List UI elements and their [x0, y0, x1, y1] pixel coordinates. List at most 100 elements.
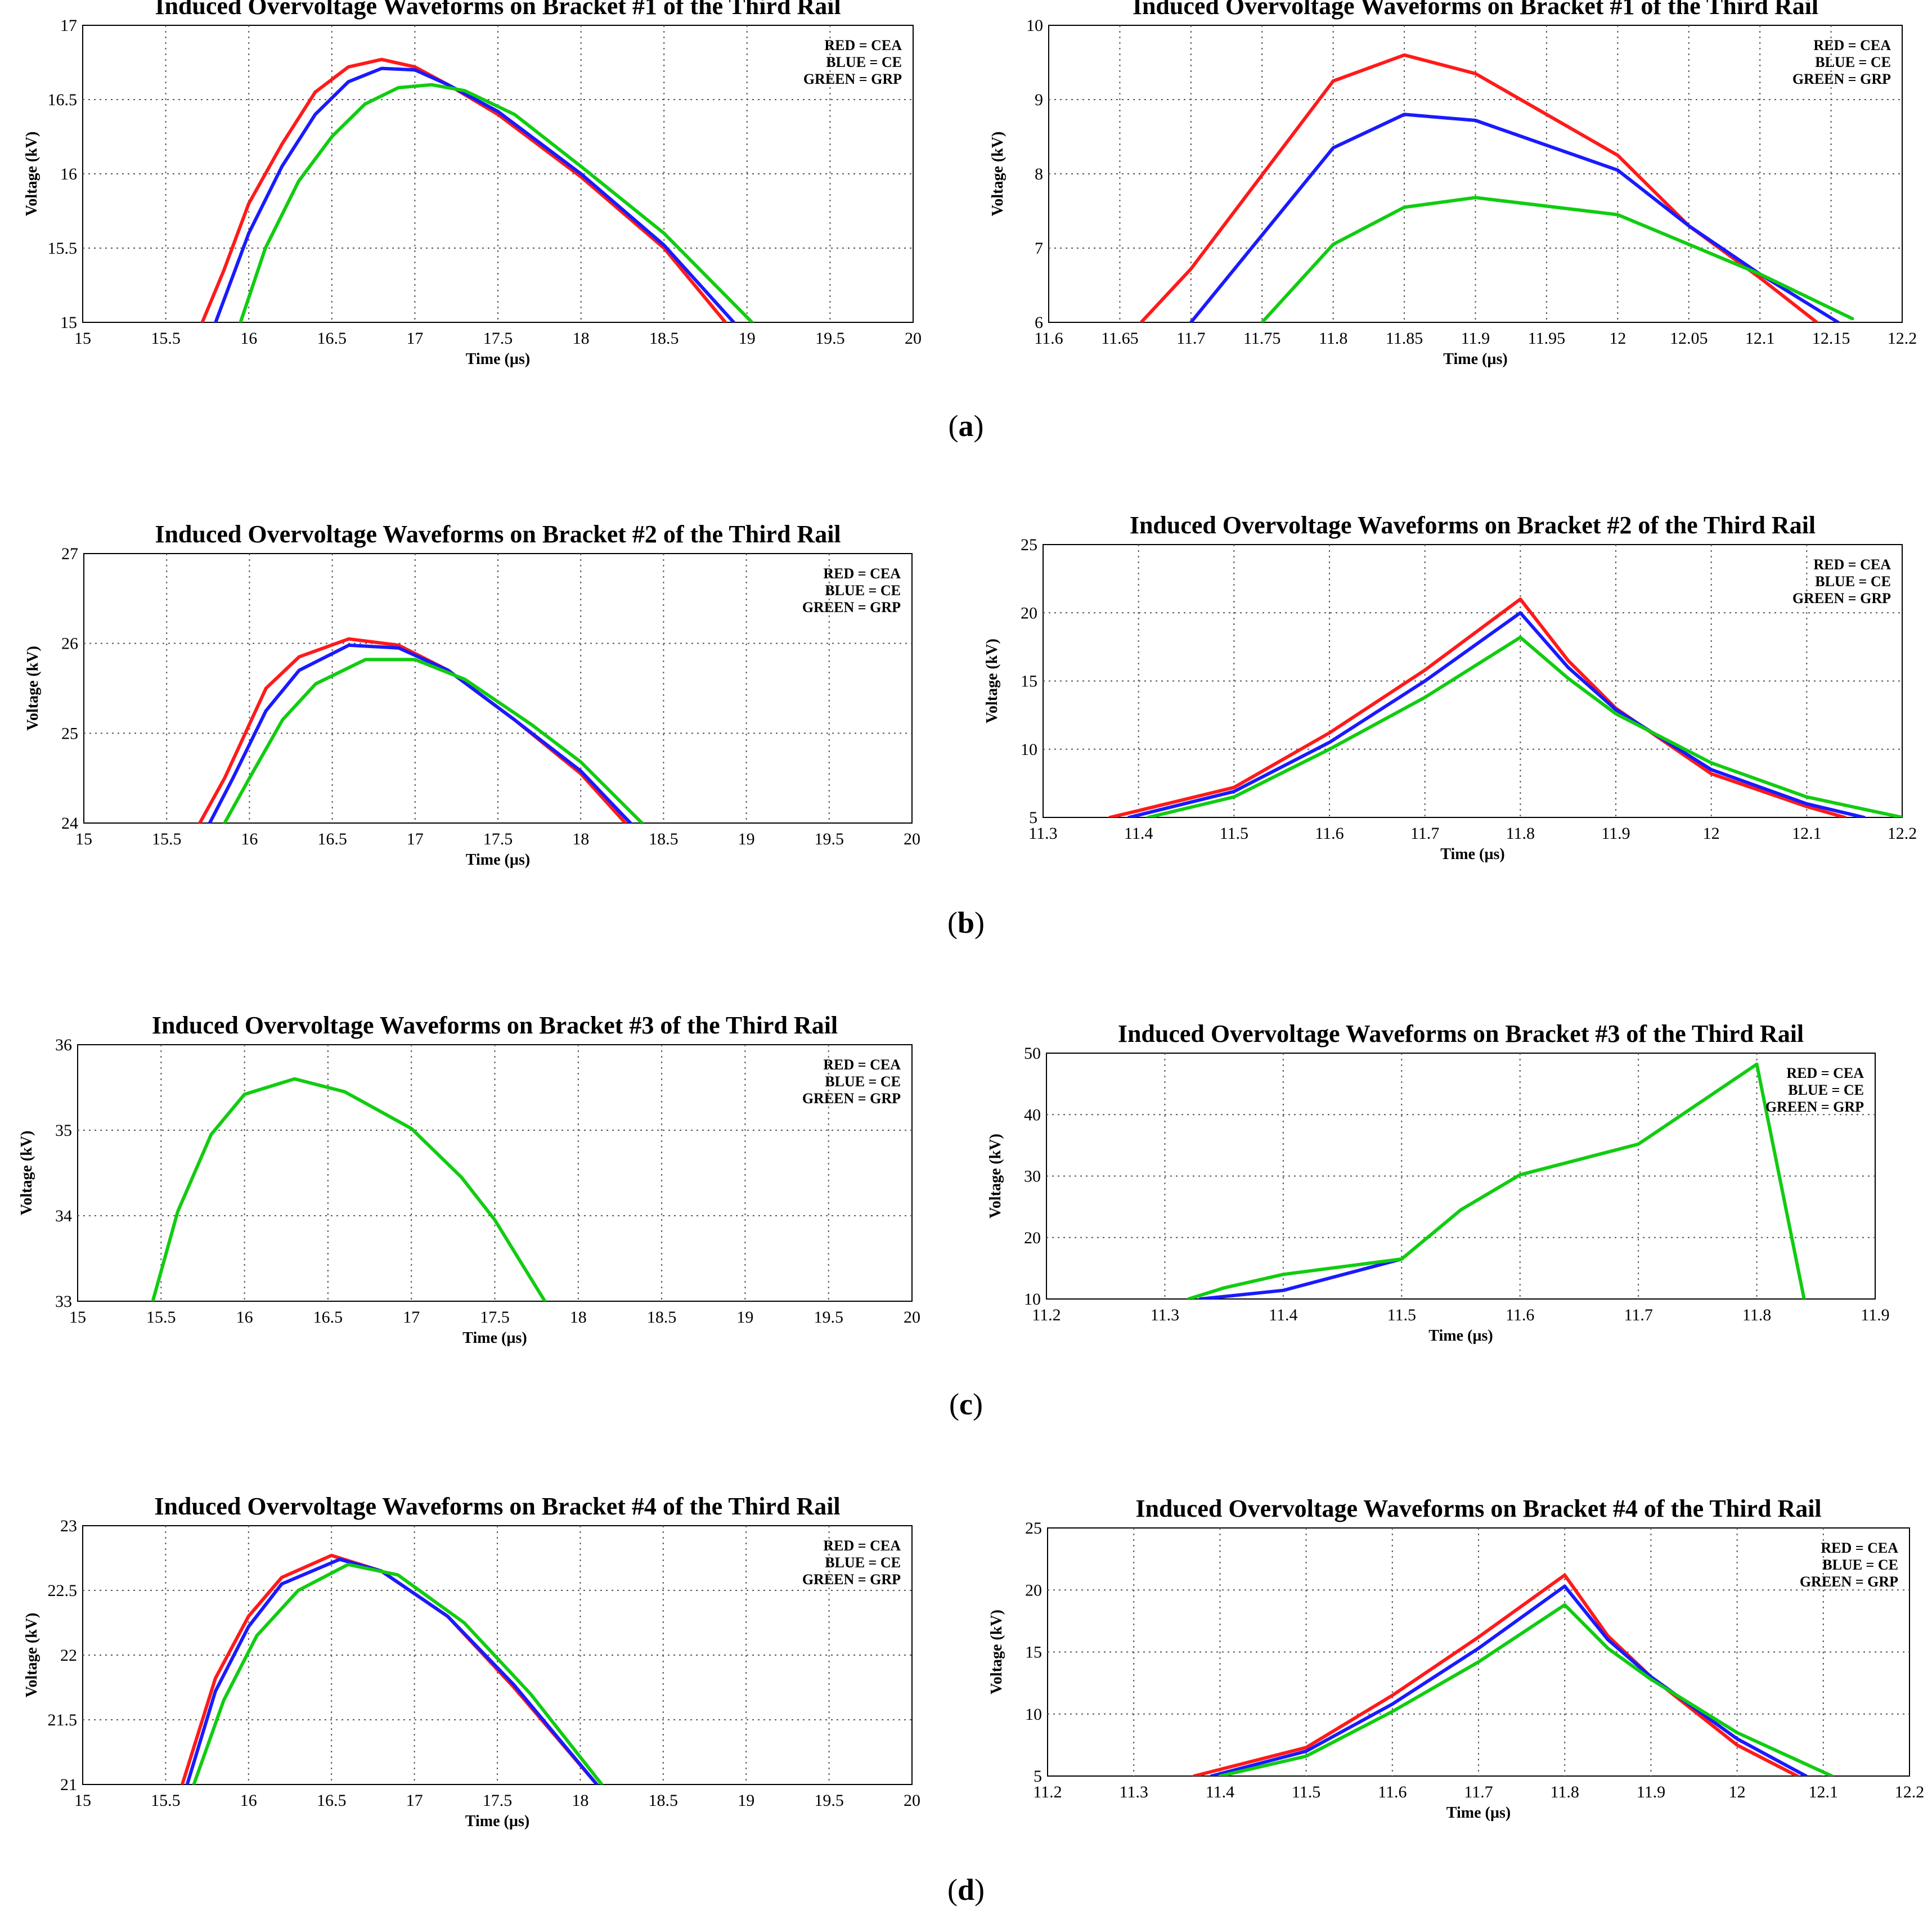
- x-tick-label: 11.65: [1101, 329, 1138, 348]
- x-axis-label: Time (µs): [1440, 846, 1504, 863]
- x-tick-label: 16: [236, 1308, 253, 1327]
- y-tick-label: 17: [60, 16, 77, 35]
- x-tick-label: 11.8: [1506, 824, 1535, 843]
- series-group: [1139, 53, 1854, 322]
- legend-entry: GREEN = GRP: [802, 1571, 901, 1588]
- x-tick-label: 11.4: [1269, 1306, 1297, 1324]
- y-tick-label: 15.5: [48, 239, 78, 258]
- y-tick-label: 27: [61, 545, 78, 563]
- y-axis-label: Voltage (kV): [983, 639, 1001, 723]
- plot-area: [1046, 1053, 1876, 1300]
- y-tick-label: 30: [1024, 1167, 1041, 1186]
- y-tick-label: 33: [55, 1292, 72, 1311]
- legend-entry: RED = CEA: [823, 565, 901, 582]
- x-tick-label: 16.5: [317, 1791, 347, 1810]
- series-line: [1127, 611, 1866, 817]
- chart-2: 11.6 11.65 11.7 11.75 11.8 11.85 11.9 11.95 12 12…: [989, 0, 1917, 368]
- series-line: [192, 1563, 604, 1784]
- legend-entry: BLUE = CE: [826, 54, 902, 70]
- x-tick-label: 15.5: [146, 1308, 176, 1327]
- legend-entry: GREEN = GRP: [1800, 1574, 1898, 1590]
- y-tick-label: 7: [1035, 239, 1043, 258]
- chart-8: 11.2 11.3 11.4 11.5 11.6 11.7 11.8 11.9 12 12.1 12…: [988, 1495, 1924, 1822]
- x-tick-label: 18: [570, 1308, 587, 1327]
- y-tick-label: 16: [60, 165, 77, 183]
- y-tick-label: 34: [55, 1207, 72, 1225]
- y-tick-label: 22: [60, 1646, 77, 1665]
- legend-entry: BLUE = CE: [1788, 1082, 1864, 1098]
- x-tick-label: 11.4: [1206, 1783, 1234, 1801]
- plot-area: [1048, 25, 1903, 323]
- x-tick-label: 16: [240, 329, 257, 348]
- y-tick-label: 8: [1035, 165, 1043, 183]
- y-axis-label: Voltage (kV): [18, 1131, 35, 1216]
- chart-title: Induced Overvoltage Waveforms on Bracket…: [1133, 0, 1818, 20]
- x-tick-label: 12.05: [1670, 329, 1708, 348]
- x-tick-label: 17: [407, 830, 424, 848]
- series-line: [208, 643, 632, 823]
- series-line: [1108, 597, 1847, 817]
- plot-area: [83, 553, 913, 824]
- x-tick-label: 11.4: [1124, 824, 1153, 843]
- series-line: [200, 57, 727, 322]
- x-tick-label: 20: [904, 830, 920, 848]
- series-group: [1108, 597, 1902, 817]
- chart-title: Induced Overvoltage Waveforms on Bracket…: [1118, 1020, 1804, 1048]
- x-tick-label: 17.5: [480, 1308, 510, 1327]
- x-tick-label: 11.8: [1551, 1783, 1579, 1801]
- series-line: [1139, 53, 1819, 322]
- x-tick-label: 12: [1609, 329, 1626, 348]
- x-tick-label: 12.2: [1888, 329, 1917, 348]
- x-tick-label: 16.5: [313, 1308, 343, 1327]
- x-tick-label: 11.3: [1028, 824, 1057, 843]
- x-tick-label: 15: [74, 329, 91, 348]
- chart-title: Induced Overvoltage Waveforms on Bracket…: [155, 520, 841, 548]
- y-axis-label: Voltage (kV): [24, 646, 42, 731]
- y-tick-label: 10: [1021, 740, 1037, 759]
- series-line: [1189, 113, 1840, 322]
- x-tick-label: 12.15: [1812, 329, 1850, 348]
- legend-entry: GREEN = GRP: [1765, 1099, 1864, 1115]
- chart-title: Induced Overvoltage Waveforms on Bracket…: [1135, 1495, 1821, 1522]
- y-tick-label: 20: [1025, 1581, 1042, 1599]
- y-tick-label: 20: [1024, 1229, 1041, 1247]
- series-line: [223, 658, 644, 823]
- x-axis-label: Time (µs): [462, 1329, 527, 1347]
- chart-title: Induced Overvoltage Waveforms on Bracket…: [155, 0, 841, 20]
- y-tick-label: 9: [1035, 91, 1043, 109]
- subfigure-caption: (b): [947, 906, 985, 939]
- y-tick-label: 25: [1025, 1519, 1042, 1538]
- y-tick-label: 16.5: [48, 91, 78, 109]
- x-tick-label: 15.5: [152, 830, 182, 848]
- x-tick-label: 19.5: [815, 329, 845, 348]
- x-tick-label: 19: [738, 830, 755, 848]
- x-tick-label: 16.5: [317, 830, 347, 848]
- x-tick-label: 11.75: [1243, 329, 1280, 348]
- x-tick-label: 18: [572, 830, 589, 848]
- x-tick-label: 19: [739, 329, 756, 348]
- x-tick-label: 11.7: [1624, 1306, 1652, 1324]
- x-tick-label: 17.5: [483, 1791, 513, 1810]
- legend-entry: RED = CEA: [1813, 556, 1891, 573]
- subfigure-caption: (d): [947, 1873, 985, 1907]
- legend-entry: BLUE = CE: [1822, 1557, 1898, 1573]
- legend-entry: BLUE = CE: [825, 1073, 901, 1090]
- y-tick-label: 5: [1029, 808, 1037, 827]
- series-group: [180, 1553, 604, 1784]
- legend-entry: GREEN = GRP: [802, 599, 901, 615]
- x-tick-label: 11.8: [1319, 329, 1347, 348]
- series-line: [1146, 635, 1902, 817]
- y-tick-label: 21.5: [48, 1711, 78, 1729]
- x-tick-label: 15: [75, 830, 92, 848]
- legend-entry: GREEN = GRP: [803, 71, 902, 87]
- subfigure-caption: (c): [949, 1387, 983, 1421]
- legend-entry: RED = CEA: [1821, 1540, 1898, 1556]
- x-tick-label: 11.9: [1637, 1783, 1665, 1801]
- y-tick-label: 25: [1021, 536, 1037, 554]
- x-tick-label: 18: [573, 329, 590, 348]
- y-tick-label: 10: [1026, 16, 1043, 35]
- series-line: [214, 66, 736, 322]
- legend-entry: RED = CEA: [824, 37, 902, 53]
- legend-entry: GREEN = GRP: [1792, 590, 1891, 606]
- chart-7: 15 15.5 16 16.5 17 17.5 18 18.5 19 19.5 20 21 21.5 22…: [23, 1493, 920, 1830]
